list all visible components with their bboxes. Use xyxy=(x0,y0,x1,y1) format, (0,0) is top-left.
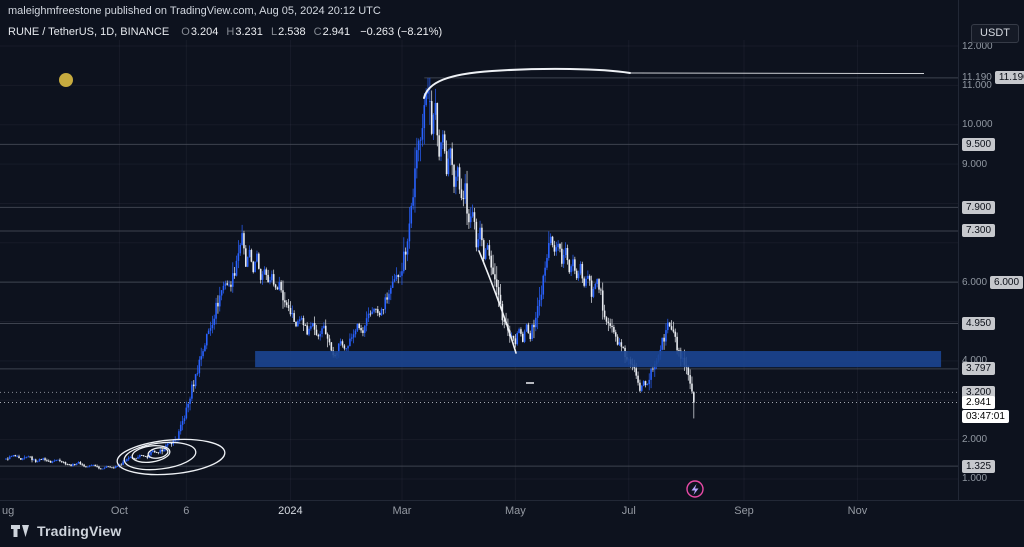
price-tick: 10.000 xyxy=(962,119,993,131)
current-price-label: 2.941 xyxy=(962,396,996,410)
time-tick: Oct xyxy=(110,505,128,517)
change-value: −0.263 (−8.21%) xyxy=(360,26,443,38)
open-value: 3.204 xyxy=(190,26,219,38)
close-label: C xyxy=(313,26,322,38)
time-axis[interactable]: ug Oct 6 2024 Mar May Jul Sep Nov xyxy=(0,500,1024,522)
price-level-label: 3.797 xyxy=(962,362,996,376)
low-label: L xyxy=(270,26,278,38)
time-tick: May xyxy=(504,505,526,517)
lightning-bolt-icon xyxy=(691,484,699,495)
sparkle-icon xyxy=(686,480,704,498)
tradingview-logo-text: TradingView xyxy=(37,523,122,539)
close-value: 2.941 xyxy=(322,26,351,38)
drawn-april-line xyxy=(478,250,517,354)
price-level-label: 1.325 xyxy=(962,459,996,473)
tradingview-logo-icon xyxy=(11,525,29,537)
yellow-dot-marker xyxy=(59,73,73,87)
price-level-label: 4.950 xyxy=(962,316,996,330)
time-tick: Nov xyxy=(847,505,868,517)
price-level-label: 7.900 xyxy=(962,200,996,214)
price-level-label: 6.000 6.000 xyxy=(962,275,1024,289)
time-tick: Jul xyxy=(621,505,636,517)
time-tick: ug xyxy=(2,505,15,517)
drawn-top-curve xyxy=(423,67,631,99)
low-value: 2.538 xyxy=(278,26,306,38)
symbol-legend[interactable]: RUNE / TetherUS, 1D, BINANCE O3.204 H3.2… xyxy=(8,26,442,38)
drawn-top-line xyxy=(629,72,925,74)
time-tick: Mar xyxy=(392,505,412,517)
time-tick: 6 xyxy=(183,505,190,517)
currency-badge[interactable]: USDT xyxy=(971,24,1019,43)
candlestick-series xyxy=(5,77,695,470)
publish-watermark: maleighmfreestone published on TradingVi… xyxy=(8,5,381,17)
drawn-ellipse xyxy=(147,447,169,459)
symbol-title[interactable]: RUNE / TetherUS, 1D, BINANCE xyxy=(8,26,170,38)
price-level-label: 9.500 xyxy=(962,137,996,151)
highlight-zone xyxy=(255,351,942,368)
price-tick: 2.000 xyxy=(962,434,988,446)
high-label: H xyxy=(226,26,235,38)
price-tick: 12.000 xyxy=(962,40,993,52)
high-value: 3.231 xyxy=(235,26,263,38)
drawn-ellipse xyxy=(116,438,226,476)
price-level-label: 7.300 xyxy=(962,224,996,238)
tradingview-brand[interactable]: TradingView xyxy=(10,523,121,539)
price-level-label: 3.200 xyxy=(962,385,996,399)
price-tick: 9.000 xyxy=(962,158,988,170)
drawn-ellipse xyxy=(131,444,171,464)
drawn-ellipse xyxy=(123,441,197,471)
price-scale[interactable]: 12.000 11.000 10.000 9.000 4.000 2.000 1.000 11… xyxy=(958,0,1024,500)
time-tick: Sep xyxy=(734,505,754,517)
price-tick: 1.000 xyxy=(962,473,988,485)
countdown-label: 03:47:01 xyxy=(962,410,1009,424)
open-label: O xyxy=(181,26,190,38)
price-tick: 11.000 xyxy=(962,79,992,91)
price-tick: 4.000 xyxy=(962,355,988,367)
time-tick: 2024 xyxy=(278,505,303,517)
